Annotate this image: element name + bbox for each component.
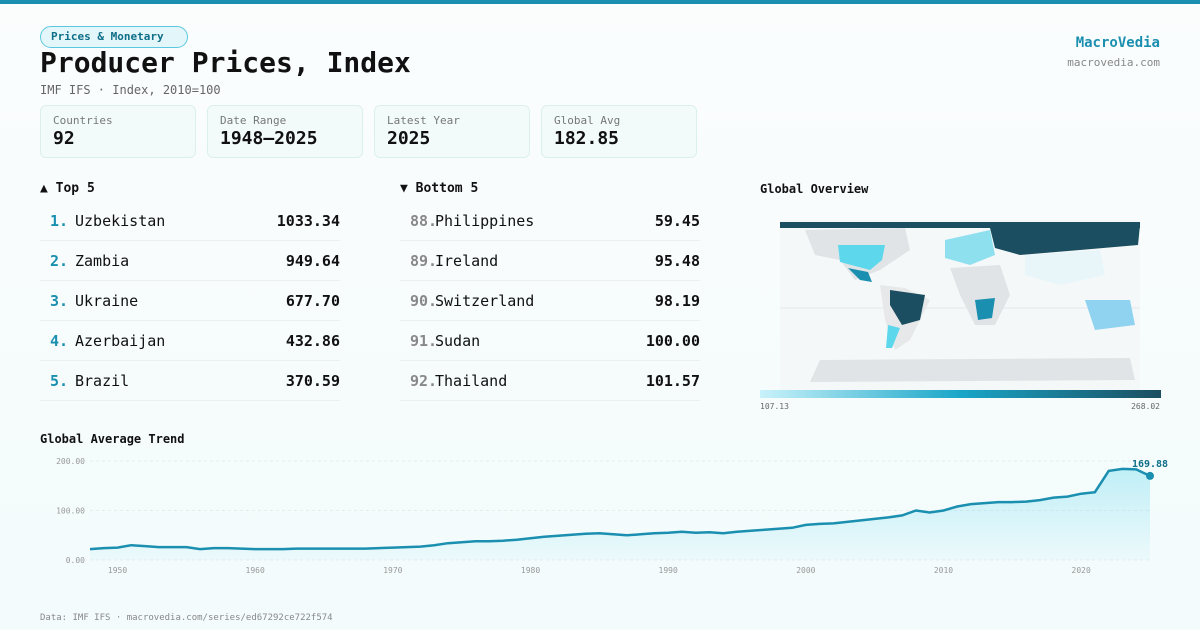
- value: 370.59: [285, 372, 340, 390]
- country: Azerbaijan: [75, 332, 166, 350]
- rank: 92.: [410, 372, 438, 390]
- rank: 1.: [50, 212, 69, 230]
- x-tick-label: 1970: [383, 566, 402, 575]
- rank-row: 4. Azerbaijan 432.86: [40, 320, 340, 361]
- russia-asia: [990, 225, 1140, 255]
- stat-value: 2025: [387, 128, 431, 149]
- color-bar: [760, 390, 1161, 398]
- chart-title: Global Average Trend: [40, 432, 185, 446]
- brand: MacroVedia: [1075, 35, 1160, 51]
- country: Zambia: [75, 252, 130, 270]
- stat-label: Countries: [53, 114, 113, 127]
- rank: 5.: [50, 372, 69, 390]
- value: 677.70: [285, 292, 340, 310]
- australia: [1085, 300, 1135, 330]
- x-tick-label: 1950: [108, 566, 127, 575]
- value: 100.00: [645, 332, 700, 350]
- end-label: 169.88: [1132, 459, 1168, 470]
- country: Ukraine: [75, 292, 139, 310]
- x-tick-label: 2020: [1072, 566, 1091, 575]
- rank: 89.: [410, 252, 438, 270]
- stat-card: Countries 92: [40, 105, 196, 158]
- value: 98.19: [654, 292, 700, 310]
- area: [90, 468, 1150, 560]
- x-tick-label: 2000: [796, 566, 815, 575]
- stat-card: Date Range 1948–2025: [207, 105, 363, 158]
- top-title: ▲ Top 5: [40, 181, 95, 196]
- east-asia: [1025, 250, 1105, 285]
- country: Thailand: [435, 372, 508, 390]
- x-tick-label: 1990: [659, 566, 678, 575]
- x-tick-label: 1980: [521, 566, 540, 575]
- stat-label: Date Range: [220, 114, 287, 127]
- value: 95.48: [654, 252, 700, 270]
- value: 101.57: [645, 372, 700, 390]
- footer: Data: IMF IFS · macrovedia.com/series/ed…: [40, 613, 333, 623]
- country: Switzerland: [435, 292, 535, 310]
- bottom-title: ▼ Bottom 5: [400, 181, 479, 196]
- y-tick-label: 100.00: [56, 507, 85, 516]
- country: Philippines: [435, 212, 535, 230]
- rank-row: 90. Switzerland 98.19: [400, 280, 700, 321]
- value: 59.45: [654, 212, 700, 230]
- rank: 91.: [410, 332, 438, 350]
- value: 949.64: [285, 252, 340, 270]
- rank: 4.: [50, 332, 69, 350]
- site: macrovedia.com: [1067, 56, 1160, 69]
- mexico: [848, 268, 872, 282]
- world-map: [780, 220, 1140, 390]
- country: Ireland: [435, 252, 499, 270]
- country: Uzbekistan: [75, 212, 166, 230]
- value: 1033.34: [276, 212, 340, 230]
- southern-africa: [975, 298, 995, 320]
- map-title: Global Overview: [760, 182, 869, 196]
- antarctica: [810, 358, 1135, 382]
- value: 432.86: [285, 332, 340, 350]
- stat-label: Latest Year: [387, 114, 460, 127]
- country: Sudan: [435, 332, 481, 350]
- stat-value: 182.85: [554, 128, 620, 149]
- rank-row: 3. Ukraine 677.70: [40, 280, 340, 321]
- stat-value: 92: [53, 128, 75, 149]
- usa: [838, 245, 885, 270]
- europe: [945, 230, 995, 265]
- color-max: 268.02: [1131, 402, 1160, 411]
- arctic-band: [780, 222, 1140, 228]
- x-tick-label: 1960: [246, 566, 265, 575]
- rank: 2.: [50, 252, 69, 270]
- line: [89, 467, 1151, 551]
- stat-card: Latest Year 2025: [374, 105, 530, 158]
- rank-row: 91. Sudan 100.00: [400, 320, 700, 361]
- top-bar: [0, 0, 1200, 4]
- color-min: 107.13: [760, 402, 789, 411]
- category-tag: Prices & Monetary: [40, 26, 188, 48]
- argentina: [886, 325, 900, 348]
- rank-row: 92. Thailand 101.57: [400, 360, 700, 401]
- trend-chart: 0.00 100.00 200.00 1950 1960 1970 1980 1990 2000…: [56, 457, 1168, 575]
- country: Brazil: [75, 372, 130, 390]
- subtitle: IMF IFS · Index, 2010=100: [40, 83, 221, 97]
- rank-row: 2. Zambia 949.64: [40, 240, 340, 281]
- stat-card: Global Avg 182.85: [541, 105, 697, 158]
- stat-label: Global Avg: [554, 114, 621, 127]
- y-tick-label: 0.00: [66, 556, 85, 565]
- africa: [950, 265, 1010, 325]
- rank-row: 1. Uzbekistan 1033.34: [40, 200, 340, 241]
- brazil: [890, 290, 925, 325]
- rank-row: 89. Ireland 95.48: [400, 240, 700, 281]
- title: Producer Prices, Index: [40, 46, 411, 79]
- rank-row: 88. Philippines 59.45: [400, 200, 700, 241]
- rank: 88.: [410, 212, 438, 230]
- rank-row: 5. Brazil 370.59: [40, 360, 340, 401]
- x-tick-label: 2010: [934, 566, 953, 575]
- end-point: [1146, 471, 1154, 480]
- y-tick-label: 200.00: [56, 457, 85, 466]
- rank: 90.: [410, 292, 438, 310]
- rank: 3.: [50, 292, 69, 310]
- stat-value: 1948–2025: [220, 128, 318, 149]
